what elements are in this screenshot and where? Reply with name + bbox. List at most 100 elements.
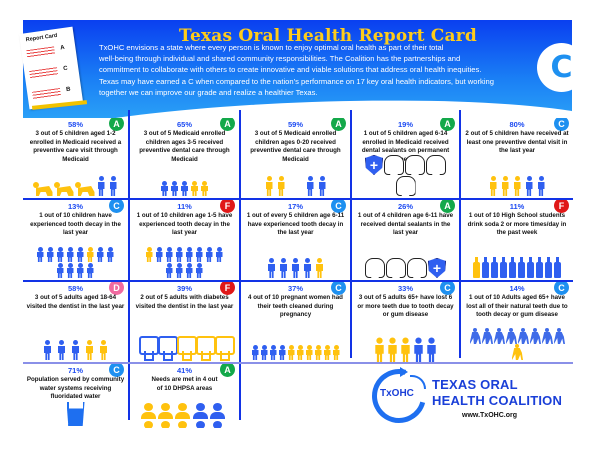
indicator-percent: 59% (287, 120, 303, 129)
indicator-percent: 19% (397, 120, 413, 129)
indicator-description: 3 out of 5 adults 65+ have lost 6 or mor… (357, 294, 454, 319)
grade-badge: D (109, 282, 124, 295)
grade-badge: F (554, 200, 569, 213)
grade-badge: A (220, 364, 235, 377)
indicator-description: 2 out of 5 children have received at lea… (465, 130, 569, 155)
indicator-card: 26% A 1 out of 4 children age 6-11 have … (352, 200, 459, 280)
indicator-card: 19% A 1 out of 5 children aged 6-14 enro… (352, 118, 459, 198)
indicator-card: 65% A 3 out of 5 Medicaid enrolled child… (130, 118, 239, 198)
children-rows-icon (35, 247, 115, 278)
intro-line: Texas may have earned a C when compared … (99, 76, 494, 86)
dental-workers-icon (140, 402, 191, 428)
dental-workers-icon (192, 402, 226, 428)
intro-text: TxOHC envisions a state where every pers… (99, 42, 519, 98)
grade-badge: A (331, 118, 346, 131)
grade-badge: C (554, 118, 569, 131)
indicator-description: 1 out of 10 children have experienced to… (30, 212, 121, 237)
indicator-description: 1 out of 10 Adults aged 65+ have lost al… (466, 294, 568, 319)
indicator-percent: 11% (177, 202, 192, 211)
seniors-icon (356, 337, 455, 360)
report-card-icon: Report Card A C B (18, 26, 84, 110)
indicator-description: 1 out of 4 children age 6-11 have receiv… (357, 212, 454, 237)
indicator-description: 1 out of 10 children age 1-5 have experi… (136, 212, 233, 237)
indicator-card: 80% C 2 out of 5 children have received … (461, 118, 573, 198)
indicator-card: 17% C 1 out of every 5 children age 6-11… (241, 200, 350, 280)
indicator-percent: 26% (397, 202, 413, 211)
grade-badge: C (440, 282, 455, 295)
indicator-card: 58% D 3 out of 5 adults aged 18-64 visit… (23, 282, 128, 362)
children-icon (245, 258, 346, 278)
indicator-card: 37% C 4 out of 10 pregnant women had the… (241, 282, 350, 362)
grade-badge: A (440, 200, 455, 213)
indicator-percent: 58% (67, 284, 83, 293)
indicator-card: 41% A Needs are met in 4 out of 10 DHPSA… (130, 364, 239, 428)
grade-badge: C (331, 200, 346, 213)
indicator-percent: 39% (176, 284, 192, 293)
signal-waves-icon (410, 375, 426, 389)
indicator-percent: 13% (67, 202, 83, 211)
indicator-card: 13% C 1 out of 10 children have experien… (23, 200, 128, 280)
grid-divider (459, 110, 461, 358)
indicator-description: 3 out of 5 Medicaid enrolled children ag… (250, 130, 341, 163)
indicator-percent: 14% (509, 284, 525, 293)
indicator-card: 33% C 3 out of 5 adults 65+ have lost 6 … (352, 282, 459, 362)
arrowhead-icon (400, 367, 408, 377)
indicator-description: 3 out of 5 Medicaid enrolled children ag… (139, 130, 230, 163)
water-glass-icon (27, 402, 124, 426)
teeth-with-shield-icon (356, 155, 455, 196)
indicator-description: 1 out of every 5 children age 6-11 have … (246, 212, 345, 237)
report-card-row: A (26, 44, 71, 60)
report-card-row: B (32, 86, 77, 102)
adults-icon (27, 340, 124, 360)
babies-and-children-icon (27, 176, 124, 196)
indicator-card: 11% F 1 out of 10 High School students d… (461, 200, 573, 280)
indicator-card: 58% A 3 out of 5 children aged 1-2 enrol… (23, 118, 128, 198)
grid-divider (23, 280, 573, 282)
indicator-description: 4 out of 10 pregnant women had their tee… (248, 294, 343, 319)
grid-divider (23, 362, 573, 364)
elderly-with-canes-icon (465, 328, 569, 360)
children-holding-hands-icon (465, 176, 569, 196)
children-icon (134, 181, 235, 196)
indicator-card: 11% F 1 out of 10 children age 1-5 have … (130, 200, 239, 280)
indicator-description: 3 out of 5 adults aged 18-64 visited the… (26, 294, 125, 310)
indicator-description: 1 out of 10 High School students drink s… (467, 212, 567, 237)
header-banner: Texas Oral Health Report Card TxOHC envi… (23, 20, 572, 118)
grade-badge: F (220, 200, 235, 213)
intro-line: TxOHC envisions a state where every pers… (99, 43, 444, 52)
report-card-title: Report Card (25, 32, 58, 44)
glucose-meters-icon (134, 336, 235, 361)
indicator-percent: 80% (509, 120, 525, 129)
soda-bottles-icon (465, 257, 569, 278)
indicator-description: 2 out of 5 adults with diabetes visited … (135, 294, 234, 310)
indicator-description: Needs are met in 4 out of 10 DHPSA areas (151, 376, 218, 392)
indicator-percent: 65% (176, 120, 192, 129)
intro-line: well-being through individual and shared… (99, 54, 461, 64)
grade-badge: C (109, 364, 124, 377)
indicator-card: 14% C 1 out of 10 Adults aged 65+ have l… (461, 282, 573, 362)
grade-badge: A (220, 118, 235, 131)
indicator-percent: 37% (287, 284, 303, 293)
grade-badge: A (440, 118, 455, 131)
pregnant-women-icon (245, 345, 346, 360)
grade-badge: C (331, 282, 346, 295)
grid-divider (350, 110, 352, 358)
indicator-percent: 17% (287, 202, 303, 211)
indicator-grid: 58% A 3 out of 5 children aged 1-2 enrol… (23, 110, 573, 428)
children-icon (245, 176, 346, 196)
teeth-with-shield-icon (356, 258, 455, 278)
grid-divider (128, 110, 130, 420)
indicator-percent: 58% (67, 120, 83, 129)
overall-grade-badge: C (537, 43, 572, 92)
grade-badge: C (554, 282, 569, 295)
page-title: Texas Oral Health Report Card (179, 26, 477, 46)
intro-line: commitment to collaborate with others to… (99, 65, 482, 75)
grade-badge: A (109, 118, 124, 131)
indicator-percent: 33% (397, 284, 413, 293)
grid-divider (23, 198, 573, 200)
website-link[interactable]: www.TxOHC.org (462, 412, 517, 419)
indicator-description: 3 out of 5 children aged 1-2 enrolled in… (29, 130, 122, 163)
indicator-percent: 71% (67, 366, 83, 375)
indicator-card: 59% A 3 out of 5 Medicaid enrolled child… (241, 118, 350, 198)
indicator-description: Population served by community water sys… (26, 376, 125, 401)
